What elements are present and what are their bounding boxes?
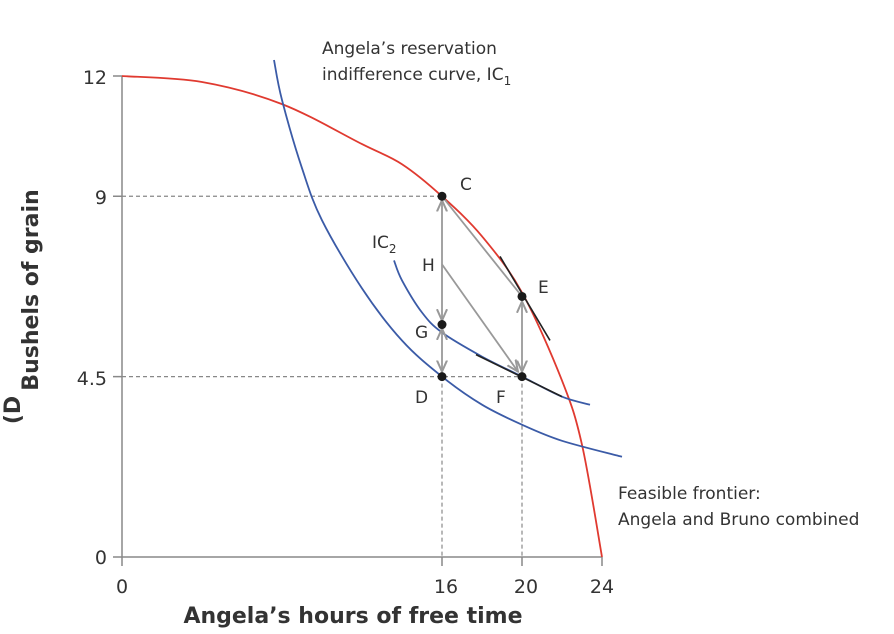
point-label-F: F: [496, 388, 506, 408]
point-label-C: C: [460, 175, 472, 195]
ic1-label-line1: Angela’s reservation: [322, 39, 497, 59]
frontier-label-line2: Angela and Bruno combined: [618, 510, 859, 530]
point-F: [517, 372, 527, 382]
ic1-curve: [273, 59, 623, 458]
line-C-to-E: [441, 195, 523, 298]
y-tick-label-4.5: 4.5: [77, 368, 107, 390]
frontier-label-line1: Feasible frontier:: [618, 484, 761, 504]
guide-lines: [122, 195, 523, 557]
point-C: [437, 191, 447, 201]
points: [437, 191, 527, 382]
point-G: [437, 320, 447, 330]
point-label-E: E: [538, 278, 549, 298]
x-axis-title: Angela’s hours of free time: [183, 604, 522, 629]
ic1-label-subscript: 1: [504, 74, 512, 88]
arrows: [441, 195, 523, 371]
y-axis-title-clipped-prefix: (D: [1, 396, 26, 424]
x-tick-label-0: 0: [116, 576, 128, 598]
point-label-D: D: [415, 388, 428, 408]
axis-ticks: [113, 75, 603, 566]
y-tick-label-12: 12: [83, 67, 107, 89]
point-label-H: H: [422, 256, 435, 276]
point-E: [517, 291, 527, 301]
ic1-label-line2: indifference curve, IC1: [322, 65, 511, 88]
point-D: [437, 372, 447, 382]
ic2-label-prefix: IC: [372, 233, 389, 253]
ic2-label-subscript: 2: [389, 242, 397, 256]
y-tick-label-9: 9: [95, 187, 107, 209]
point-label-G: G: [415, 323, 428, 343]
ic1-label-prefix: indifference curve, IC: [322, 65, 504, 85]
arrow-H-to-F: [441, 263, 518, 371]
x-tick-label-24: 24: [590, 576, 614, 598]
feasible-frontier-curve: [121, 75, 603, 558]
x-tick-label-20: 20: [514, 576, 538, 598]
x-tick-label-16: 16: [434, 576, 458, 598]
y-tick-label-0: 0: [95, 547, 107, 569]
curves: [121, 59, 623, 558]
y-axis-title: Bushels of grain: [19, 189, 44, 390]
ic2-label: IC2: [372, 233, 397, 256]
